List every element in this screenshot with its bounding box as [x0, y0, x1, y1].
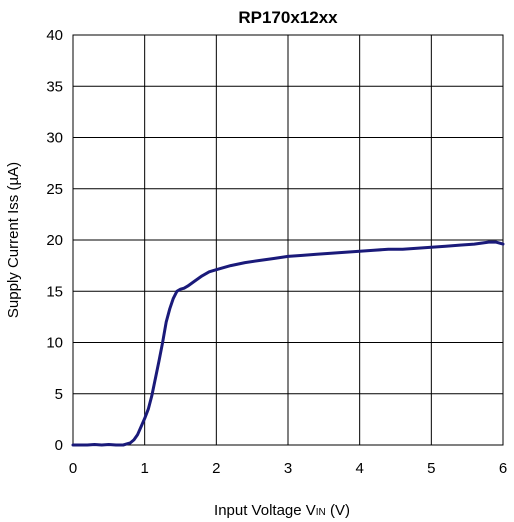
y-tick-label: 40 [46, 27, 63, 44]
y-tick-label: 0 [55, 437, 63, 454]
x-axis-label-unit: (V) [326, 502, 350, 519]
x-axis-label: Input Voltage VIN (V) [214, 502, 350, 519]
x-tick-label: 6 [499, 460, 507, 477]
y-axis-label: Supply Current Iss (µA) [5, 162, 22, 318]
x-tick-label: 0 [69, 460, 77, 477]
y-tick-label: 5 [55, 386, 63, 403]
y-tick-label: 25 [46, 181, 63, 198]
x-axis-ticks: 0 1 2 3 4 5 6 [69, 460, 507, 477]
y-tick-label: 35 [46, 78, 63, 95]
plot-area-frame [72, 34, 504, 446]
x-tick-label: 3 [284, 460, 292, 477]
x-tick-label: 2 [212, 460, 220, 477]
grid [73, 35, 503, 445]
x-axis-label-main: Input Voltage V [214, 502, 316, 519]
x-axis-label-subscript: IN [316, 507, 326, 518]
x-tick-label: 4 [355, 460, 363, 477]
y-tick-label: 30 [46, 130, 63, 147]
chart-title: RP170x12xx [238, 8, 338, 27]
y-tick-label: 10 [46, 335, 63, 352]
y-axis-ticks: 0 5 10 15 20 25 30 35 40 [46, 27, 63, 454]
y-tick-label: 20 [46, 232, 63, 249]
x-tick-label: 5 [427, 460, 435, 477]
y-tick-label: 15 [46, 283, 63, 300]
x-tick-label: 1 [140, 460, 148, 477]
series-line [71, 240, 505, 447]
